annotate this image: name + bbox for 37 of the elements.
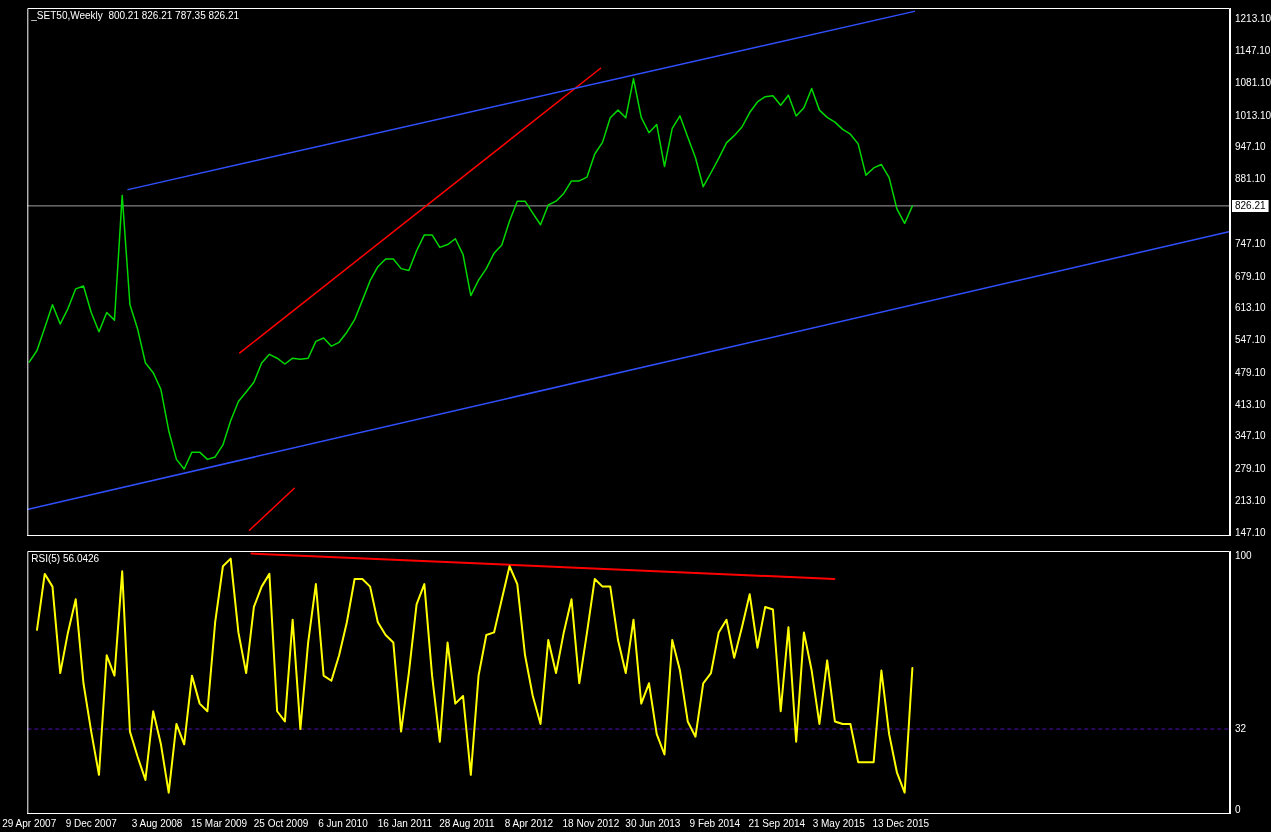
y-tick-label: 1013.10 — [1235, 109, 1271, 121]
x-tick-label: 3 May 2015 — [812, 817, 866, 829]
x-tick-label: 18 Nov 2012 — [562, 817, 620, 829]
x-tick-label: 21 Sep 2014 — [748, 817, 806, 829]
y-tick-label: 279.10 — [1235, 463, 1267, 475]
y-tick-label: 479.10 — [1235, 366, 1267, 378]
x-tick-label: 6 Jun 2010 — [318, 817, 369, 829]
x-tick-label: 16 Jan 2011 — [377, 817, 433, 829]
ref-line-label: 826.21 — [1235, 199, 1267, 211]
x-tick-label: 9 Dec 2007 — [65, 817, 118, 829]
x-tick-label: 25 Oct 2009 — [253, 817, 309, 829]
x-tick-label: 15 Mar 2009 — [190, 817, 248, 829]
y-tick-label: 1213.10 — [1235, 13, 1271, 25]
x-tick-label: 13 Dec 2015 — [872, 817, 930, 829]
x-tick-label: 8 Apr 2012 — [504, 817, 554, 829]
x-tick-label: 3 Aug 2008 — [131, 817, 183, 829]
y-tick-label: 213.10 — [1235, 494, 1267, 506]
x-tick-label: 28 Aug 2011 — [439, 817, 496, 829]
x-tick-label: 9 Feb 2014 — [689, 817, 741, 829]
y-tick-label: 100 — [1235, 549, 1253, 561]
y-tick-label: 547.10 — [1235, 334, 1267, 346]
y-tick-label: 32 — [1235, 722, 1247, 734]
chart-title: _SET50,Weekly 800.21 826.21 787.35 826.21 — [30, 9, 240, 21]
x-tick-label: 30 Jun 2013 — [625, 817, 681, 829]
y-tick-label: 0 — [1235, 804, 1241, 816]
y-tick-label: 347.10 — [1235, 430, 1267, 442]
y-tick-label: 747.10 — [1235, 237, 1267, 249]
y-tick-label: 147.10 — [1235, 526, 1267, 538]
y-tick-label: 679.10 — [1235, 270, 1267, 282]
x-tick-label: 29 Apr 2007 — [2, 817, 57, 829]
y-tick-label: 413.10 — [1235, 398, 1267, 410]
y-tick-label: 947.10 — [1235, 141, 1267, 153]
chart-title: RSI(5) 56.0426 — [31, 552, 100, 564]
y-tick-label: 881.10 — [1235, 173, 1267, 185]
y-tick-label: 1147.10 — [1235, 45, 1271, 57]
y-tick-label: 613.10 — [1235, 302, 1267, 314]
y-tick-label: 1081.10 — [1235, 76, 1271, 88]
